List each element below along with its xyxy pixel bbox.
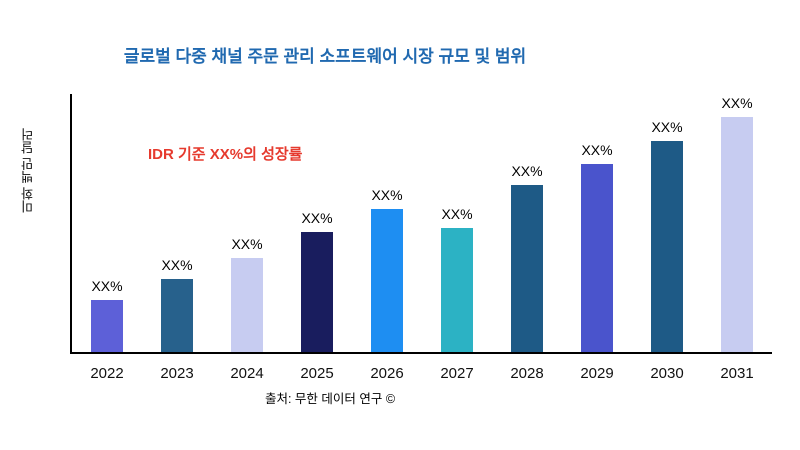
bar-value-label: XX% [91,278,123,294]
source-caption: 출처: 무한 데이터 연구 © [264,392,396,406]
bar-group: XX% 2029 [562,94,632,382]
x-tick-label: 2031 [720,365,754,382]
bar-value-label: XX% [721,95,753,111]
bar [721,117,753,352]
bar [231,258,263,352]
bar [511,185,543,352]
growth-rate-annotation: IDR 기준 XX%의 성장률 [148,146,303,163]
bar-group: XX% 2024 [212,94,282,382]
bar [301,232,333,352]
x-tick-label: 2024 [230,365,264,382]
bar [161,279,193,352]
bar-value-label: XX% [161,257,193,273]
bar-group: XX% 2030 [632,94,702,382]
chart-title: 글로벌 다중 채널 주문 관리 소프트웨어 시장 규모 및 범위 [123,47,527,66]
x-tick-label: 2029 [580,365,614,382]
bar-group: XX% 2022 [72,94,142,382]
bar-value-label: XX% [511,163,543,179]
bar [651,141,683,352]
bar-group: XX% 2028 [492,94,562,382]
bar-value-label: XX% [301,210,333,226]
bar [581,164,613,352]
x-tick-label: 2023 [160,365,194,382]
bar-group: XX% 2025 [282,94,352,382]
plot-area: XX% 2022 XX% 2023 XX% 2024 XX% 2025 XX% 2026 XX% 20… [70,94,772,382]
bar [91,300,123,352]
bar-group: XX% 2027 [422,94,492,382]
x-tick-label: 2030 [650,365,684,382]
x-tick-label: 2028 [510,365,544,382]
x-tick-label: 2027 [440,365,474,382]
x-tick-label: 2025 [300,365,334,382]
y-axis-label: 미화 백만 달러 [20,127,36,213]
bar-value-label: XX% [441,206,473,222]
x-tick-label: 2026 [370,365,404,382]
bar [371,209,403,352]
bar-value-label: XX% [231,236,263,252]
bar-group: XX% 2031 [702,94,772,382]
bar-value-label: XX% [651,119,683,135]
bar [441,228,473,352]
bar-value-label: XX% [371,187,403,203]
bar-value-label: XX% [581,142,613,158]
bar-group: XX% 2023 [142,94,212,382]
x-tick-label: 2022 [90,365,124,382]
bar-group: XX% 2026 [352,94,422,382]
